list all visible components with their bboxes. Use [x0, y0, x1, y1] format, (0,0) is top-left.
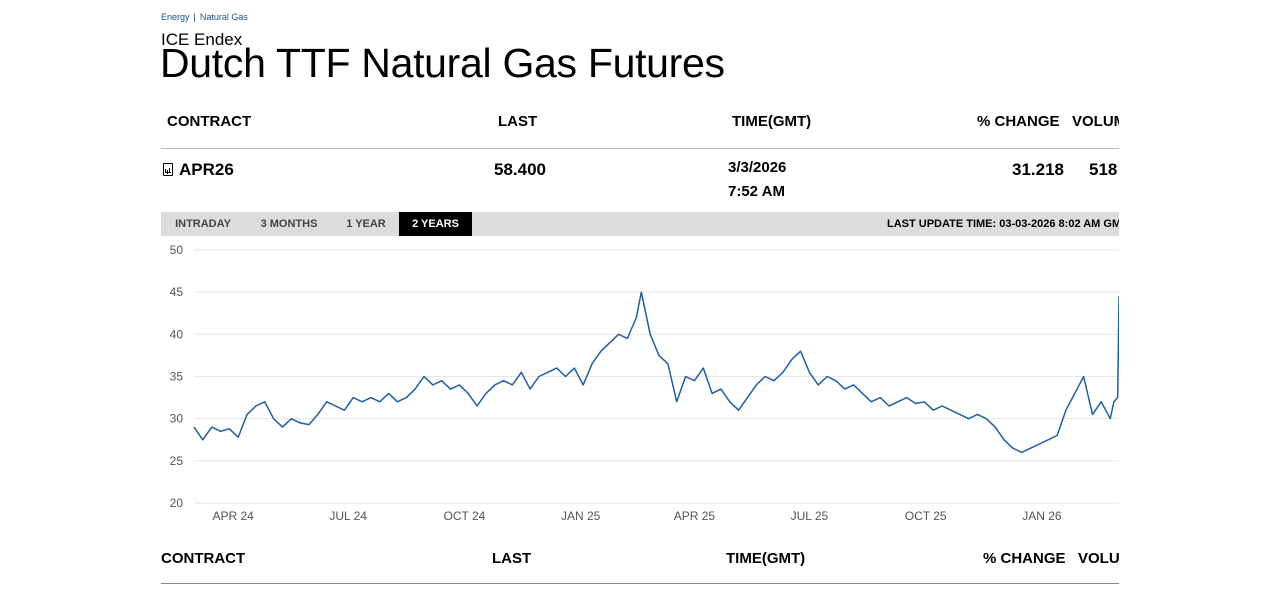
contract-name[interactable]: APR26	[179, 160, 234, 179]
table-row: APR26 58.400 3/3/2026 7:52 AM 31.218 518	[161, 150, 1119, 210]
trade-date: 3/3/2026	[728, 159, 787, 176]
header-change[interactable]: % CHANGE	[977, 113, 1060, 130]
document-chart-icon[interactable]	[163, 163, 173, 176]
x-tick-label: APR 24	[212, 509, 254, 523]
price-line-series-0	[193, 291, 1119, 454]
y-tick-label: 45	[170, 285, 184, 299]
footer-header-time[interactable]: TIME(GMT)	[726, 550, 806, 567]
range-tabbar: INTRADAY 3 MONTHS 1 YEAR 2 YEARS LAST UP…	[161, 212, 1119, 236]
footer-header-contract[interactable]: CONTRACT	[161, 550, 246, 567]
footer-header-change[interactable]: % CHANGE	[983, 550, 1066, 567]
percent-change: 31.218	[1012, 160, 1064, 179]
last-update-time: LAST UPDATE TIME: 03-03-2026 8:02 AM GMT	[887, 218, 1119, 230]
exchange-name: ICE Endex	[161, 30, 243, 49]
tab-1-year[interactable]: 1 YEAR	[346, 218, 386, 230]
last-price: 58.400	[494, 160, 546, 179]
tab-intraday[interactable]: INTRADAY	[175, 218, 231, 230]
y-tick-label: 20	[170, 496, 184, 510]
page-title: Dutch TTF Natural Gas Futures	[160, 40, 725, 86]
table-footer-header: CONTRACT LAST TIME(GMT) % CHANGE VOLUME	[161, 543, 1119, 584]
tab-2-years[interactable]: 2 YEARS	[399, 212, 472, 236]
y-tick-label: 25	[170, 454, 184, 468]
series-layer	[193, 291, 1119, 454]
y-tick-label: 35	[170, 370, 184, 384]
trade-time: 7:52 AM	[728, 183, 785, 200]
header-volume[interactable]: VOLUME	[1072, 113, 1119, 130]
y-tick-label: 30	[170, 412, 184, 426]
table-header: CONTRACT LAST TIME(GMT) % CHANGE VOLUME	[161, 104, 1119, 149]
tab-3-months[interactable]: 3 MONTHS	[260, 218, 318, 230]
y-tick-label: 40	[170, 327, 184, 341]
footer-header-volume[interactable]: VOLUME	[1078, 550, 1119, 567]
x-tick-label: OCT 25	[905, 509, 947, 523]
x-axis: APR 24 JUL 24 OCT 24 JAN 25 APR 25 JUL 25 OCT …	[212, 509, 1061, 523]
chart-grid	[194, 249, 1119, 504]
x-tick-label: JUL 24	[329, 509, 367, 523]
volume-value: 518	[1089, 160, 1118, 179]
y-axis: 20 25 30 35 40 45 50	[170, 243, 184, 510]
contract-cell[interactable]: APR26	[163, 160, 234, 180]
header-last[interactable]: LAST	[498, 113, 538, 130]
breadcrumb: Energy | Natural Gas	[161, 12, 248, 22]
x-tick-label: APR 25	[674, 509, 716, 523]
header-contract[interactable]: CONTRACT	[167, 113, 252, 130]
footer-header-last[interactable]: LAST	[492, 550, 532, 567]
x-tick-label: JUL 25	[791, 509, 829, 523]
header-time[interactable]: TIME(GMT)	[732, 113, 812, 130]
y-tick-label: 50	[170, 243, 184, 257]
breadcrumb-natural-gas[interactable]: Natural Gas	[199, 12, 248, 22]
breadcrumb-energy[interactable]: Energy	[161, 12, 190, 22]
breadcrumb-separator: |	[193, 12, 196, 22]
x-tick-label: OCT 24	[444, 509, 486, 523]
x-tick-label: JAN 26	[1022, 509, 1062, 523]
x-tick-label: JAN 25	[561, 509, 601, 523]
